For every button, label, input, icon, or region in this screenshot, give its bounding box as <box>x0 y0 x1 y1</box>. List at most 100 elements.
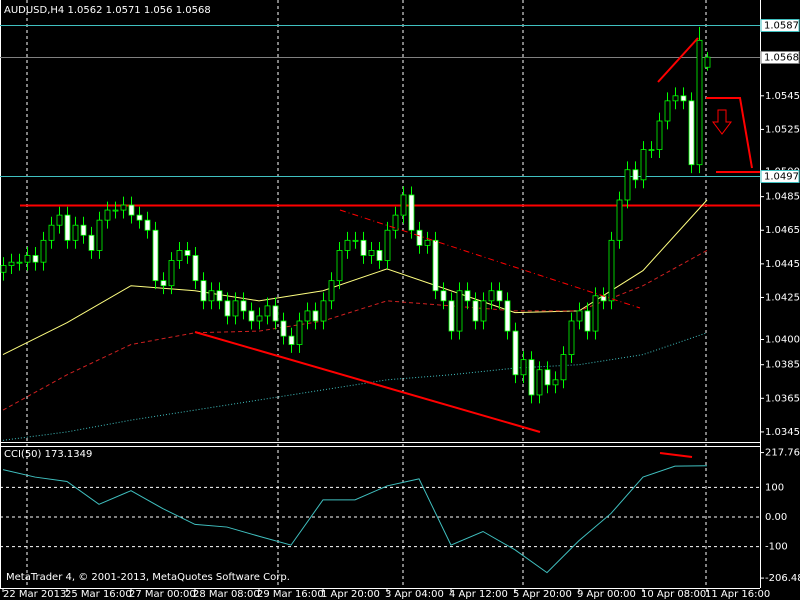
x-tick-label: 11 Apr 16:00 <box>705 589 770 600</box>
symbol: AUDUSD,H4 1.0562 1.0571 1.056 1.0568 <box>4 5 211 16</box>
candle-body <box>696 39 703 166</box>
candle-body <box>392 214 399 231</box>
candle-body <box>576 310 583 322</box>
candle-body <box>248 310 255 322</box>
candle-body <box>256 315 263 322</box>
candle-body <box>216 290 223 302</box>
ohlc: 1.056 <box>144 5 173 16</box>
candle-body <box>48 224 55 241</box>
candle-body <box>128 204 135 216</box>
price-box <box>760 170 800 183</box>
candle-body <box>368 250 375 256</box>
candle-body <box>560 354 567 381</box>
indicator-name: CCI(50) <box>4 449 42 460</box>
candle-body <box>704 56 711 68</box>
candle-body <box>376 250 383 261</box>
y-tick-label: 0.00 <box>765 512 787 523</box>
y-tick-label: 1.0365 <box>765 393 800 404</box>
ohlc: 1.0562 <box>67 5 102 16</box>
symbol-name: AUDUSD,H4 <box>4 5 64 16</box>
candle-body <box>632 169 639 181</box>
y-tick-label: 1.0465 <box>765 225 800 236</box>
price-label: 1.0497 <box>764 172 799 183</box>
candle-body <box>296 320 303 345</box>
x-tick-label: 9 Apr 00:00 <box>577 589 636 600</box>
candle-body <box>112 209 119 212</box>
candle-body <box>360 239 367 256</box>
candle-body <box>584 310 591 332</box>
y-tick-label: 1.0400 <box>765 334 800 345</box>
candle-body <box>192 255 199 282</box>
candle-body <box>240 300 247 312</box>
candle-body <box>432 239 439 292</box>
marks: 1.05451.05251.05001.04851.04651.04451.04… <box>0 19 800 600</box>
candle-body <box>488 290 495 302</box>
candle-body <box>552 379 559 386</box>
candle-body <box>536 369 543 396</box>
candle-body <box>200 280 207 302</box>
x-tick-label: 29 Mar 16:00 <box>257 589 324 600</box>
candle-body <box>656 120 663 150</box>
candle-body <box>32 255 39 263</box>
frame <box>0 0 761 589</box>
candle-body <box>416 229 423 246</box>
candle-body <box>272 305 279 322</box>
candle-body <box>168 260 175 287</box>
x-tick-label: 28 Mar 08:00 <box>193 589 260 600</box>
y-tick-label: 217.7643 <box>765 448 800 459</box>
candle-body <box>568 320 575 356</box>
candle-body <box>320 300 327 322</box>
x-tick-label: 1 Apr 20:00 <box>321 589 380 600</box>
copyright: MetaTrader 4, © 2001-2013, MetaQuotes So… <box>6 572 290 583</box>
candle-body <box>328 280 335 302</box>
y-tick-label: 1.0345 <box>765 427 800 438</box>
moving-average <box>2 249 708 411</box>
candle-body <box>440 290 447 302</box>
candle-body <box>616 199 623 241</box>
y-tick-label: 1.0445 <box>765 259 800 270</box>
candle-body <box>336 250 343 282</box>
y-tick-label: 1.0385 <box>765 360 800 371</box>
candle-body <box>72 224 79 241</box>
arrow-line <box>706 97 753 169</box>
candle-body <box>288 335 295 345</box>
candle-body <box>136 214 143 221</box>
candle-body <box>544 369 551 386</box>
candle-body <box>8 261 15 266</box>
y-tick-label: -206.489 <box>765 573 800 584</box>
candle-body <box>232 300 239 317</box>
candle-body <box>512 330 519 376</box>
indicator-line <box>2 465 708 574</box>
candle-body <box>624 169 631 201</box>
candle-body <box>144 219 151 231</box>
price-label: 1.0568 <box>764 53 799 64</box>
price-label: 1.0587 <box>764 21 799 32</box>
candle-body <box>592 295 599 332</box>
price-box <box>760 19 800 32</box>
candle-body <box>40 239 47 263</box>
candle-body <box>672 95 679 102</box>
price-box <box>760 51 800 64</box>
indicator-value: 173.1349 <box>45 449 93 460</box>
candle-body <box>496 290 503 302</box>
candle-body <box>424 239 431 246</box>
candle-body <box>456 290 463 332</box>
candle-body <box>648 149 655 151</box>
candle-body <box>640 149 647 181</box>
indicator-label: CCI(50) 173.1349 <box>4 449 92 460</box>
arrow-icon <box>712 109 732 135</box>
drawings <box>194 37 760 458</box>
y-tick-label: 100 <box>765 482 784 493</box>
candle-body <box>688 100 695 166</box>
y-tick-label: 1.0425 <box>765 292 800 303</box>
y-tick-label: 1.0545 <box>765 91 800 102</box>
candle-body <box>80 224 87 236</box>
candle-body <box>384 229 391 261</box>
candle-body <box>352 239 359 242</box>
candle-body <box>464 290 471 302</box>
y-tick-label: -100 <box>765 542 788 553</box>
candle-body <box>448 300 455 332</box>
